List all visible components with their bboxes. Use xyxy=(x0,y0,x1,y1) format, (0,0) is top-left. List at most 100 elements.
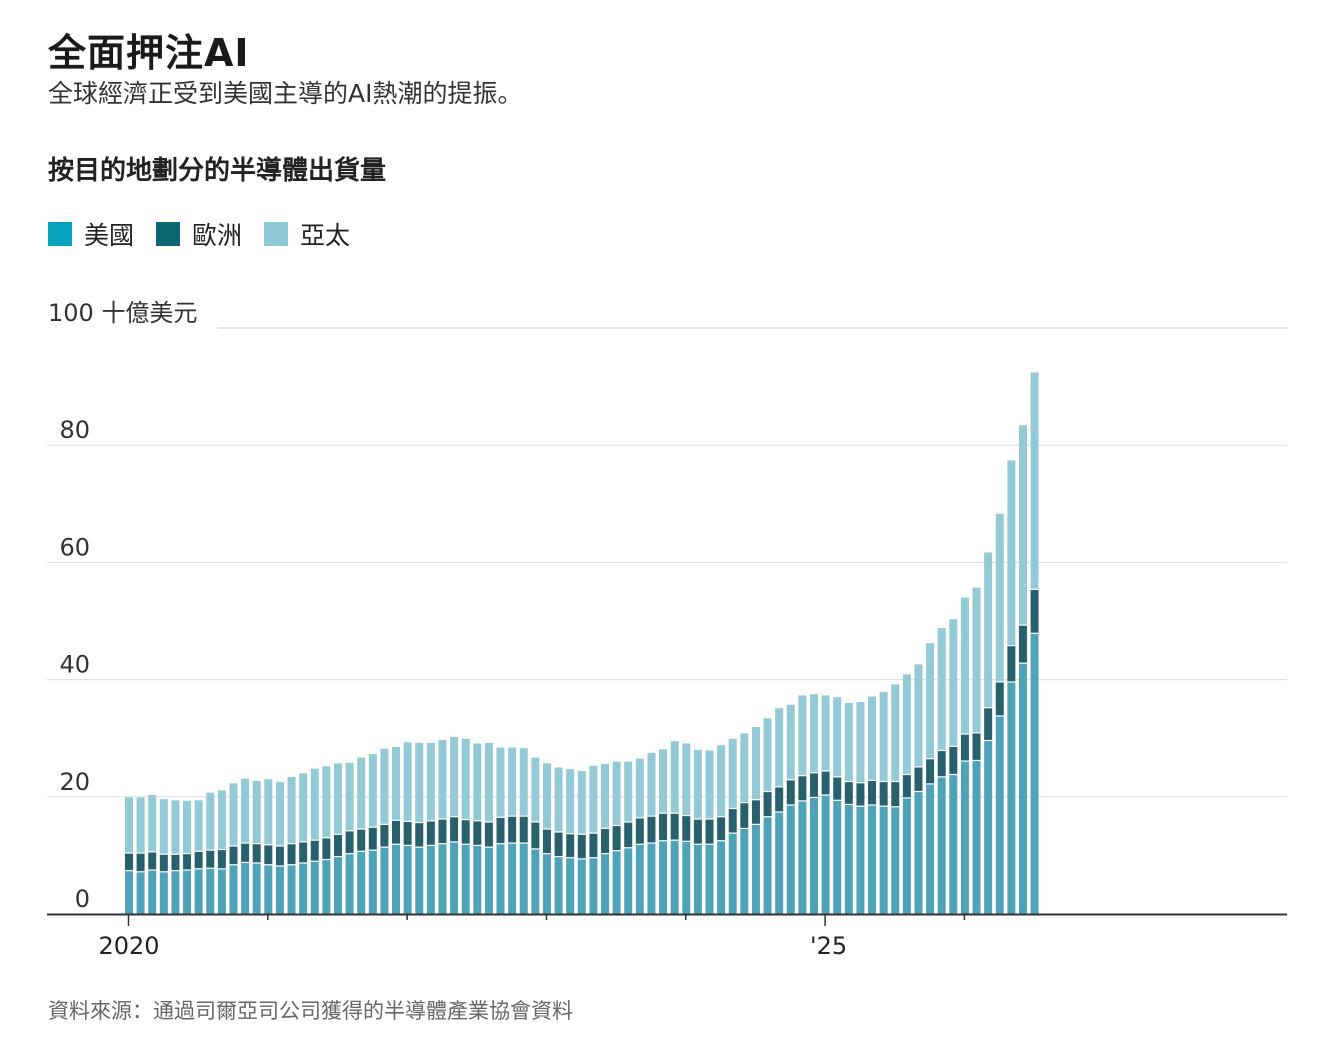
bar-segment-europe xyxy=(949,746,958,774)
bar-segment-europe xyxy=(392,820,401,844)
bar-segment-europe xyxy=(717,817,726,841)
bar-segment-us xyxy=(519,843,528,914)
bar-segment-europe xyxy=(856,783,865,806)
bar-segment-europe xyxy=(844,782,853,804)
bar-segment-europe xyxy=(693,819,702,844)
bar-segment-us xyxy=(960,761,969,914)
bar-segment-europe xyxy=(879,782,888,806)
bar-segment-europe xyxy=(902,775,911,798)
bar-segment-us xyxy=(856,806,865,914)
bar-segment-europe xyxy=(310,840,319,861)
bar-segment-europe xyxy=(438,819,447,844)
bar-segment-asia xyxy=(972,587,981,733)
bar-segment-us xyxy=(763,817,772,914)
bar-segment-asia xyxy=(601,763,610,828)
bar-segment-asia xyxy=(519,748,528,816)
bar-segment-us xyxy=(333,857,342,914)
y-tick-label: 20 xyxy=(59,768,90,796)
bar-segment-us xyxy=(740,829,749,914)
bar-segment-europe xyxy=(624,822,633,848)
bar-segment-europe xyxy=(763,792,772,817)
bar-segment-us xyxy=(531,849,540,914)
bar-segment-europe xyxy=(775,787,784,812)
bar-segment-europe xyxy=(659,813,668,841)
y-tick-label: 60 xyxy=(59,533,90,561)
x-tick-label: '25 xyxy=(810,932,847,960)
bar-segment-europe xyxy=(287,844,296,865)
bar-segment-europe xyxy=(926,759,935,784)
source-note: 資料來源：通過司爾亞司公司獲得的半導體產業協會資料 xyxy=(48,999,573,1023)
bar-segment-asia xyxy=(229,783,238,846)
bar-segment-europe xyxy=(450,817,459,842)
bar-segment-asia xyxy=(1007,460,1016,645)
bar-segment-europe xyxy=(995,682,1004,716)
bar-segment-europe xyxy=(1007,646,1016,682)
bar-segment-us xyxy=(229,865,238,914)
bar-segment-us xyxy=(136,872,145,914)
bar-segment-europe xyxy=(461,820,470,844)
bar-segment-us xyxy=(461,844,470,914)
bar-segment-asia xyxy=(194,800,203,851)
bar-segment-asia xyxy=(125,797,133,853)
bar-segment-us xyxy=(914,792,923,914)
bar-segment-asia xyxy=(682,743,691,815)
bar-segment-us xyxy=(322,860,331,914)
bar-segment-asia xyxy=(368,754,377,827)
bar-segment-europe xyxy=(183,854,192,870)
bar-segment-us xyxy=(368,850,377,914)
bar-segment-asia xyxy=(183,800,192,854)
bar-segment-us xyxy=(554,857,563,914)
bar-segment-europe xyxy=(1018,625,1027,663)
bar-segment-us xyxy=(589,858,598,914)
y-axis-unit-label: 100 十億美元 xyxy=(48,299,197,327)
bar-segment-asia xyxy=(879,691,888,781)
bar-segment-asia xyxy=(438,739,447,819)
bar-segment-asia xyxy=(450,737,459,817)
bar-segment-asia xyxy=(136,797,145,853)
bar-segment-asia xyxy=(960,597,969,734)
bar-segment-us xyxy=(728,833,737,914)
bar-segment-europe xyxy=(577,834,586,859)
bar-segment-us xyxy=(183,870,192,914)
bar-segment-asia xyxy=(635,758,644,818)
legend-item-asia: 亞太 xyxy=(264,216,350,252)
bar-segment-europe xyxy=(984,708,993,740)
bar-segment-us xyxy=(1007,682,1016,914)
y-tick-label: 0 xyxy=(75,885,90,913)
bar-segment-us xyxy=(635,844,644,914)
bar-segment-europe xyxy=(241,843,250,862)
bar-segment-us xyxy=(717,841,726,914)
bar-segment-us xyxy=(241,863,250,914)
bar-segment-europe xyxy=(601,829,610,854)
bar-segment-asia xyxy=(403,742,412,821)
bar-segment-us xyxy=(275,866,284,914)
bar-segment-europe xyxy=(229,846,238,865)
bar-segment-us xyxy=(751,824,760,914)
bar-segment-europe xyxy=(960,734,969,761)
bar-segment-asia xyxy=(461,738,470,820)
bar-segment-europe xyxy=(473,821,482,845)
bar-segment-us xyxy=(148,870,157,914)
bar-segment-us xyxy=(844,805,853,914)
legend-label-asia: 亞太 xyxy=(300,221,351,250)
bar-segment-asia xyxy=(264,779,273,845)
bar-segment-europe xyxy=(554,832,563,856)
bar-segment-us xyxy=(473,846,482,914)
bar-segment-europe xyxy=(484,822,493,847)
bar-segment-us xyxy=(125,871,133,914)
bar-segment-asia xyxy=(937,628,946,750)
bar-segment-us xyxy=(566,858,575,914)
bar-segment-asia xyxy=(740,733,749,803)
bar-segment-europe xyxy=(542,829,551,854)
bar-segment-asia xyxy=(531,757,540,822)
bar-segment-asia xyxy=(926,643,935,759)
legend-label-europe: 歐洲 xyxy=(192,221,243,250)
legend-item-us: 美國 xyxy=(48,216,134,252)
bar-segment-us xyxy=(821,795,830,914)
bar-segment-asia xyxy=(763,718,772,791)
bar-segment-us xyxy=(601,854,610,914)
bar-segment-us xyxy=(206,868,215,914)
bar-segment-asia xyxy=(333,763,342,834)
bar-segment-europe xyxy=(914,767,923,791)
bar-segment-us xyxy=(902,798,911,914)
